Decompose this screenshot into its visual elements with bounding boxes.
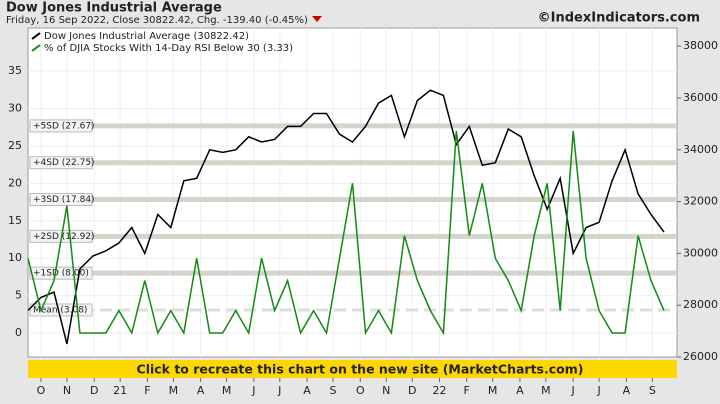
x-tick-label: N <box>63 384 71 397</box>
y-tick-label: 0 <box>15 326 22 339</box>
x-tick-label: J <box>277 384 281 397</box>
reference-label: +2SD (12.92) <box>33 232 95 242</box>
series-line <box>27 130 665 336</box>
x-tick-label: A <box>197 384 205 397</box>
banner-text[interactable]: Click to recreate this chart on the new … <box>137 362 584 377</box>
x-tick-label: D <box>408 384 416 397</box>
x-tick-label: A <box>303 384 311 397</box>
source: ©IndexIndicators.com <box>538 11 700 26</box>
reference-label: +5SD (27.67) <box>33 121 95 131</box>
reference-label: +1SD (8.00) <box>33 269 89 279</box>
y2-tick-label: 32000 <box>683 195 718 208</box>
legend-label: % of DJIA Stocks With 14-Day RSI Below 3… <box>44 43 293 54</box>
y-tick-label: 20 <box>8 176 22 189</box>
legend-swatch <box>31 44 41 52</box>
x-tick-label: F <box>464 384 470 397</box>
y-tick-label: 25 <box>8 139 22 152</box>
x-tick-label: F <box>144 384 150 397</box>
y-tick-label: 15 <box>8 214 22 227</box>
y-tick-label: 5 <box>15 289 22 302</box>
x-tick-label: A <box>516 384 524 397</box>
reference-label: +3SD (17.84) <box>33 195 95 205</box>
banner[interactable] <box>28 360 677 378</box>
reference-label-box <box>29 156 93 170</box>
y-tick-label: 30 <box>8 101 22 114</box>
y2-tick-label: 38000 <box>683 39 718 52</box>
x-tick-label: O <box>37 384 46 397</box>
reference-label-box <box>29 119 93 133</box>
y2-tick-label: 34000 <box>683 143 718 156</box>
legend-label: Dow Jones Industrial Average (30822.42) <box>44 31 249 42</box>
y2-tick-label: 26000 <box>683 350 718 363</box>
reference-label: Mean (3.08) <box>33 305 87 315</box>
chart-title: Dow Jones Industrial Average <box>6 1 222 16</box>
reference-label-box <box>29 192 93 206</box>
down-arrow <box>312 16 322 22</box>
x-tick-label: M <box>488 384 498 397</box>
reference-label-box <box>29 266 93 280</box>
y-tick-label: 35 <box>8 64 22 77</box>
x-tick-label: J <box>251 384 255 397</box>
x-tick-label: M <box>169 384 179 397</box>
x-tick-label: J <box>571 384 575 397</box>
x-tick-label: M <box>541 384 551 397</box>
x-tick-label: A <box>623 384 631 397</box>
legend-swatch <box>31 32 41 40</box>
y2-tick-label: 30000 <box>683 246 718 259</box>
y2-tick-label: 36000 <box>683 91 718 104</box>
x-tick-label: O <box>356 384 365 397</box>
x-tick-label: M <box>222 384 232 397</box>
y-tick-label: 10 <box>8 251 22 264</box>
series-line <box>27 89 665 345</box>
chart-subtitle: Friday, 16 Sep 2022, Close 30822.42, Chg… <box>6 15 308 26</box>
x-tick-label: S <box>649 384 656 397</box>
x-tick-label: 22 <box>432 384 446 397</box>
reference-label: +4SD (22.75) <box>33 158 95 168</box>
y2-tick-label: 28000 <box>683 298 718 311</box>
x-tick-label: 21 <box>113 384 127 397</box>
x-tick-label: N <box>382 384 390 397</box>
x-tick-label: D <box>90 384 98 397</box>
x-tick-label: S <box>330 384 337 397</box>
x-tick-label: J <box>596 384 600 397</box>
